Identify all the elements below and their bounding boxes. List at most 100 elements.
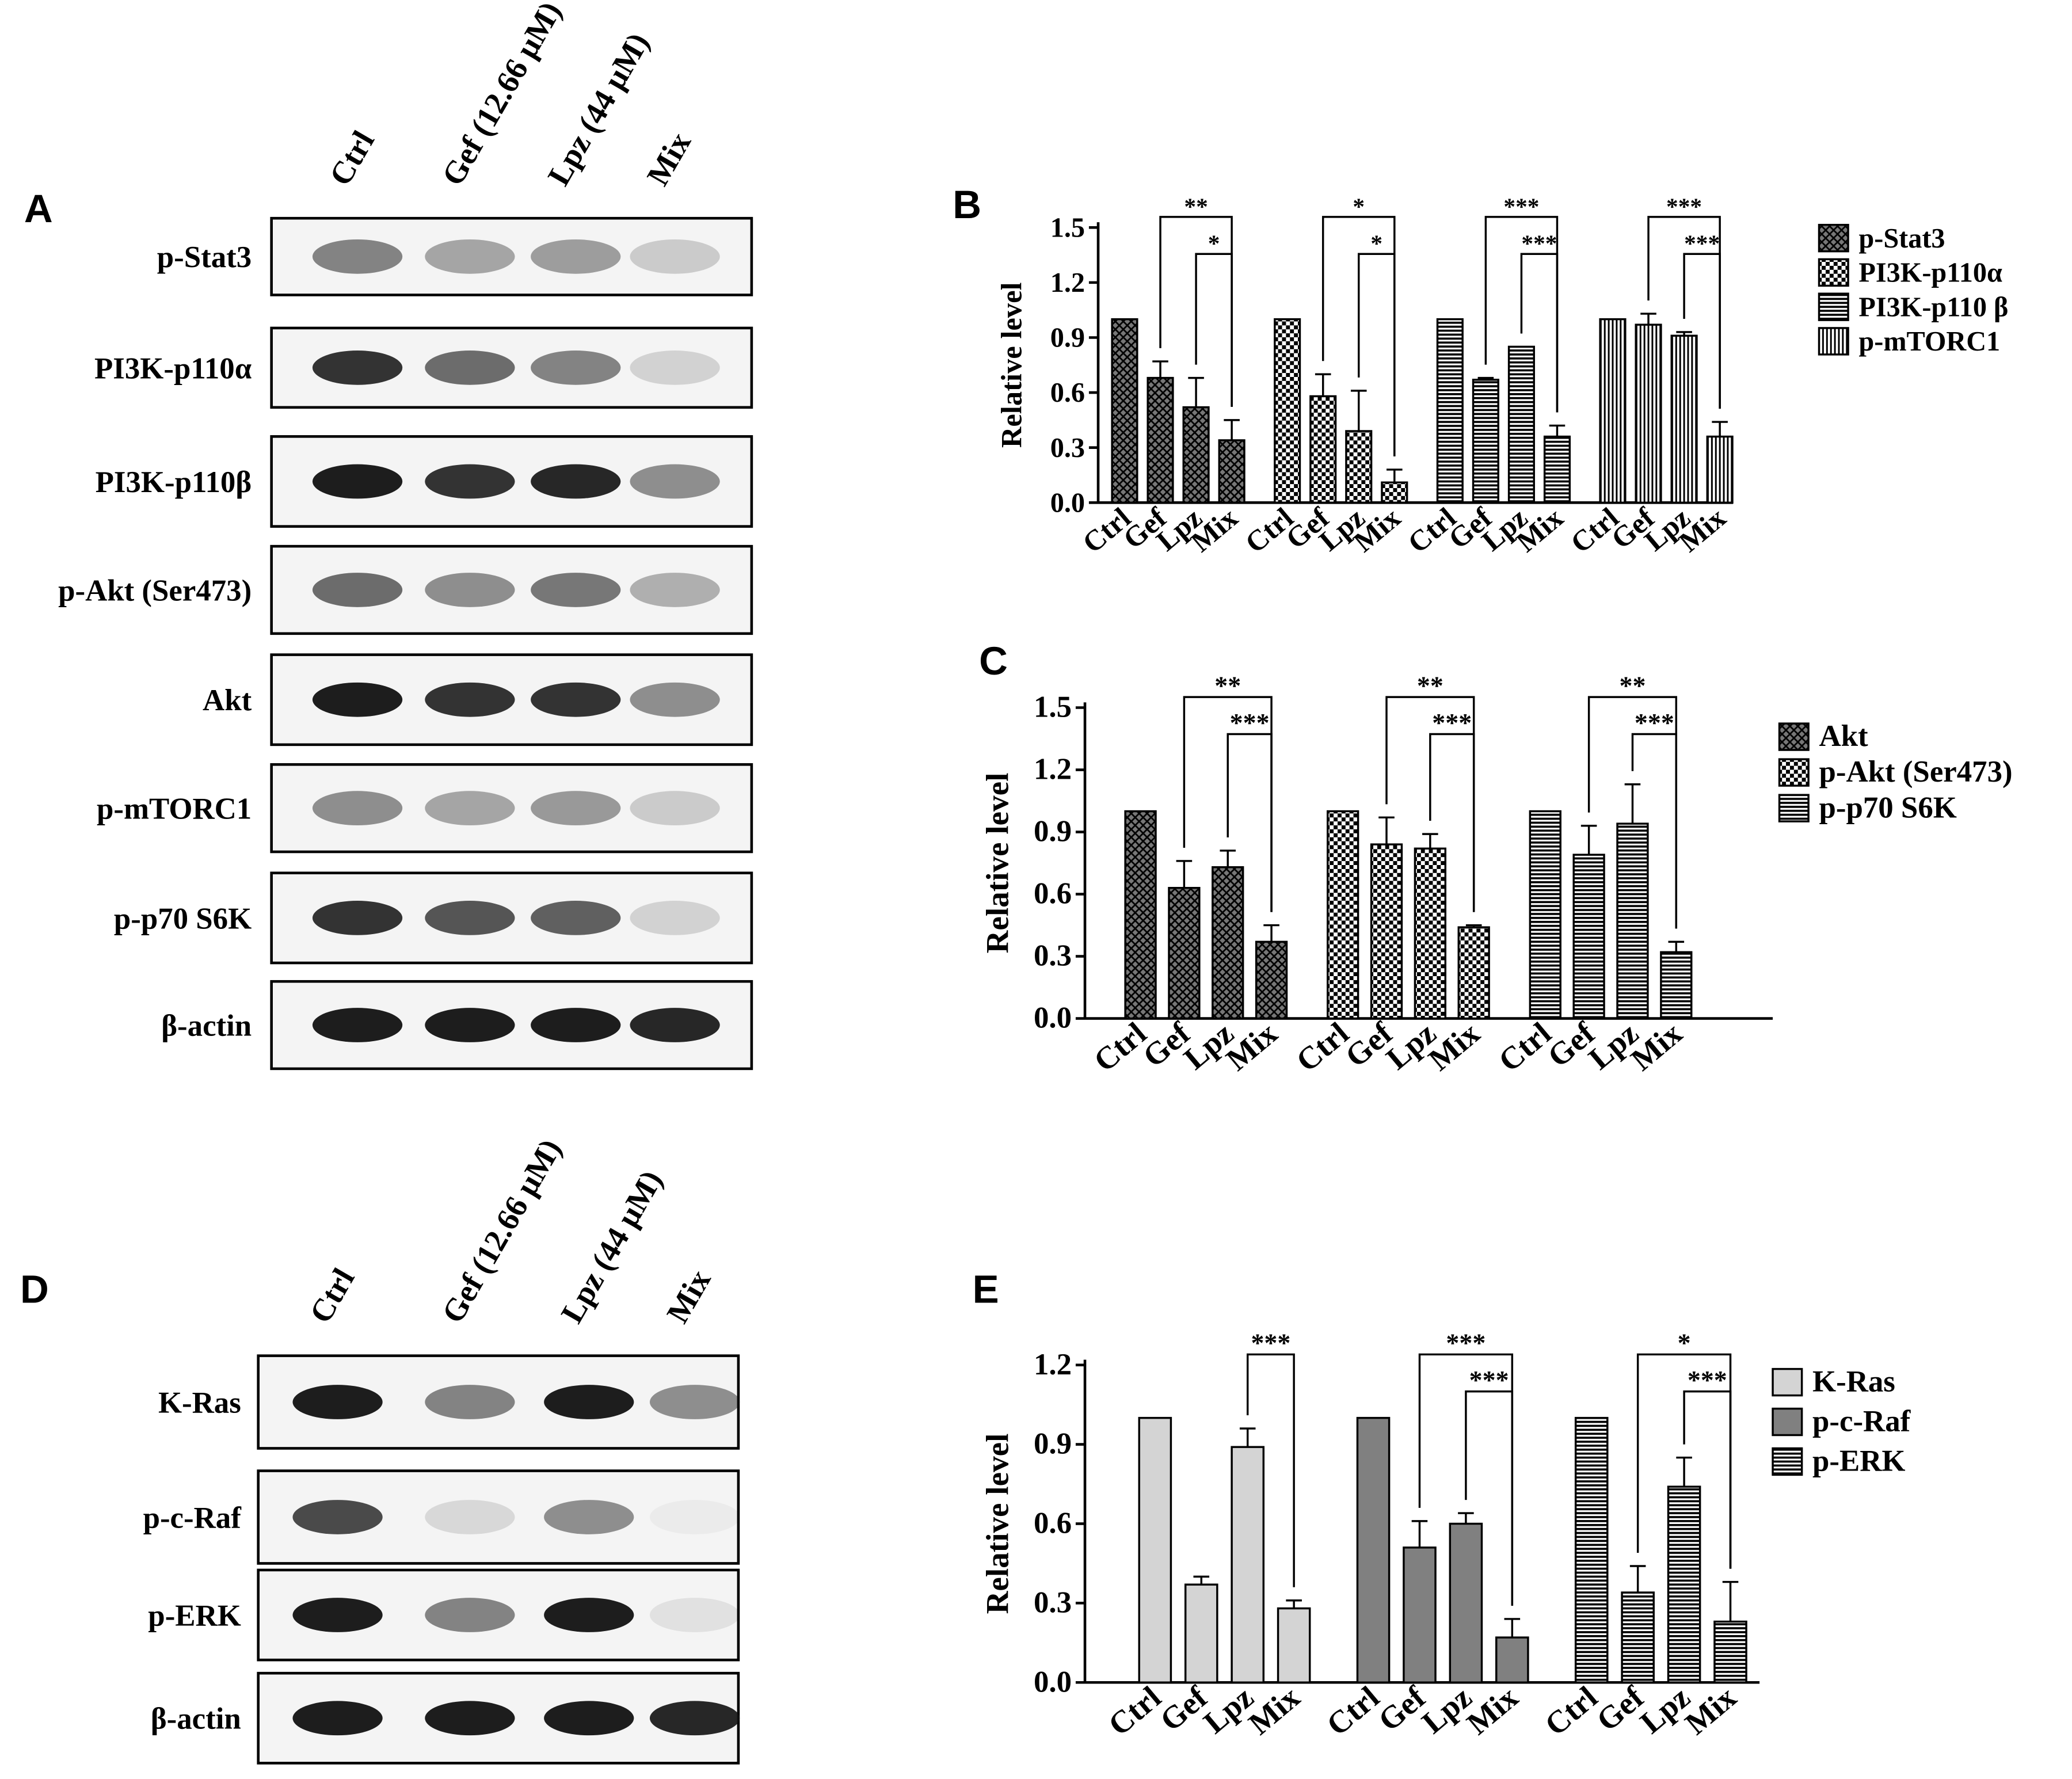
blot-band <box>649 1701 740 1736</box>
significance-label: * <box>1678 1328 1691 1358</box>
blot-band <box>630 901 720 935</box>
legend-label: p-p70 S6K <box>1819 791 1956 824</box>
row-label: PI3K-p110β <box>96 466 252 499</box>
y-tick-label: 0.3 <box>1034 1586 1072 1619</box>
bar <box>1436 318 1464 504</box>
blot-band <box>425 1701 515 1736</box>
legend-swatch <box>1778 794 1810 822</box>
blot-band <box>531 901 621 935</box>
bar <box>1660 951 1693 1020</box>
significance-label: * <box>1353 193 1365 219</box>
blot-band <box>544 1701 634 1736</box>
row-label: p-ERK <box>148 1599 241 1632</box>
row-label: Akt <box>203 684 252 717</box>
x-tick-label: Mix <box>1678 1679 1743 1742</box>
significance-label: *** <box>1666 193 1702 219</box>
legend-swatch <box>1778 722 1810 751</box>
significance-label: *** <box>1230 708 1270 737</box>
blot-band <box>292 1500 383 1534</box>
bar <box>1356 1416 1391 1683</box>
significance-label: *** <box>1635 708 1674 737</box>
bar <box>1529 810 1561 1020</box>
blot-band <box>531 351 621 385</box>
significance-bracket <box>1465 1390 1514 1606</box>
legend-swatch <box>1818 327 1849 356</box>
panel-letter: E <box>973 1267 999 1312</box>
y-tick-label: 0.9 <box>1034 815 1072 848</box>
bar <box>1635 323 1662 504</box>
blot-band <box>425 573 515 607</box>
bar <box>1370 843 1403 1020</box>
significance-label: *** <box>1684 230 1720 257</box>
lane-label: Lpz (44 μM) <box>554 1164 669 1329</box>
row-label: p-p70 S6K <box>114 902 252 935</box>
row-label: p-Stat3 <box>157 241 252 274</box>
x-tick-label: Mix <box>1220 1015 1284 1077</box>
bar <box>1111 318 1138 504</box>
legend-label: p-Akt (Ser473) <box>1819 755 2012 788</box>
bar <box>1599 318 1627 504</box>
blot-band <box>649 1385 740 1419</box>
significance-bracket <box>1520 253 1559 413</box>
panel-letter: D <box>20 1267 49 1312</box>
bar <box>1255 940 1288 1020</box>
blot-box <box>257 1469 740 1565</box>
bar <box>1168 887 1201 1020</box>
x-tick-label: Mix <box>1460 1679 1525 1742</box>
blot-band <box>425 901 515 935</box>
y-tick-label: 1.5 <box>1050 212 1085 243</box>
blot-band <box>425 1500 515 1534</box>
bar <box>1574 1416 1609 1683</box>
blot-band <box>531 464 621 499</box>
panel-letter: C <box>979 639 1008 683</box>
legend-swatch <box>1772 1367 1803 1397</box>
bar <box>1621 1591 1655 1683</box>
row-label: PI3K-p110α <box>94 352 252 385</box>
blot-band <box>531 239 621 274</box>
row-label: K-Ras <box>158 1386 241 1419</box>
significance-label: ** <box>1619 671 1646 700</box>
blot-band <box>312 464 403 499</box>
lane-label: Ctrl <box>303 1262 361 1328</box>
y-axis-label: Relative level <box>996 282 1028 448</box>
blot-band <box>630 682 720 717</box>
blot-band <box>425 1598 515 1632</box>
bar <box>1414 847 1446 1020</box>
blot-band <box>312 901 403 935</box>
blot-band <box>544 1598 634 1632</box>
blot-band <box>649 1598 740 1632</box>
blot-band <box>292 1385 383 1419</box>
significance-label: ** <box>1184 193 1208 219</box>
bar <box>1457 926 1490 1020</box>
blot-band <box>425 791 515 826</box>
bar <box>1274 318 1301 504</box>
blot-band <box>630 351 720 385</box>
blot-band <box>425 351 515 385</box>
lane-label: Mix <box>660 1264 718 1329</box>
blot-band <box>630 464 720 499</box>
significance-label: *** <box>1688 1365 1727 1395</box>
y-tick-label: 0.6 <box>1034 1507 1072 1540</box>
lane-label: Gef (12.66 μM) <box>435 1133 569 1329</box>
blot-band <box>312 682 403 717</box>
blot-band <box>531 573 621 607</box>
row-label: β-actin <box>151 1702 241 1736</box>
blot-band <box>292 1701 383 1736</box>
x-tick-label: Mix <box>1242 1679 1307 1742</box>
bar <box>1543 435 1571 504</box>
legend-swatch <box>1772 1407 1803 1437</box>
blot-box <box>270 763 753 854</box>
significance-bracket <box>1358 253 1396 456</box>
blot-band <box>425 682 515 717</box>
panel-letter: A <box>24 186 53 231</box>
blot-band <box>292 1598 383 1632</box>
significance-bracket <box>1683 253 1721 409</box>
bar <box>1327 810 1359 1020</box>
y-tick-label: 1.2 <box>1034 1348 1072 1381</box>
row-label: β-actin <box>161 1009 252 1042</box>
bar <box>1184 1583 1218 1683</box>
significance-label: *** <box>1521 230 1557 257</box>
lane-label: Lpz (44 μM) <box>540 27 656 192</box>
bar <box>1218 439 1246 504</box>
